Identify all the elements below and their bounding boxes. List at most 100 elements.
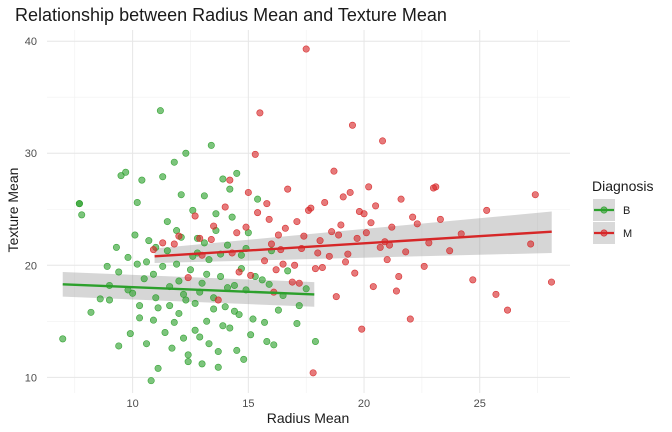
point-B: [78, 211, 86, 219]
point-B: [182, 296, 190, 304]
point-M: [263, 200, 271, 208]
point-B: [270, 341, 278, 349]
point-M: [527, 240, 535, 248]
point-M: [379, 137, 387, 145]
legend-title: Diagnosis: [592, 178, 653, 194]
point-B: [217, 272, 225, 280]
point-B: [247, 331, 255, 339]
point-M: [235, 268, 243, 276]
point-B: [163, 218, 171, 226]
x-tick-label: 15: [242, 398, 254, 410]
point-B: [145, 237, 153, 245]
point-B: [226, 185, 234, 193]
point-B: [147, 377, 155, 385]
point-B: [205, 256, 213, 264]
point-M: [547, 278, 555, 286]
x-axis-title: Radius Mean: [267, 410, 350, 426]
point-B: [230, 281, 238, 289]
point-M: [406, 315, 414, 323]
point-B: [224, 241, 232, 249]
point-M: [330, 167, 338, 175]
point-B: [149, 270, 157, 278]
point-B: [154, 304, 162, 312]
point-M: [149, 246, 157, 254]
point-B: [207, 141, 215, 149]
point-M: [358, 325, 366, 333]
point-B: [198, 279, 206, 287]
point-B: [87, 308, 95, 316]
point-B: [143, 258, 151, 266]
point-B: [237, 251, 245, 259]
point-M: [281, 224, 289, 232]
point-B: [265, 280, 273, 288]
point-M: [369, 283, 377, 291]
point-B: [240, 355, 248, 363]
point-M: [351, 269, 359, 277]
point-M: [436, 215, 444, 223]
point-M: [420, 262, 428, 270]
point-B: [219, 175, 227, 183]
point-B: [226, 324, 234, 332]
point-M: [395, 272, 403, 280]
point-B: [302, 285, 310, 293]
point-M: [335, 231, 343, 239]
point-M: [360, 210, 368, 218]
point-B: [75, 200, 83, 208]
point-M: [402, 248, 410, 256]
legend: Diagnosis BM: [592, 178, 653, 244]
legend-key-point: [600, 206, 608, 214]
point-M: [272, 266, 280, 274]
point-B: [210, 305, 218, 313]
point-B: [117, 172, 125, 180]
point-M: [311, 265, 319, 273]
point-B: [221, 303, 229, 311]
point-M: [362, 229, 370, 237]
point-M: [274, 231, 282, 239]
point-M: [316, 237, 324, 245]
point-M: [267, 240, 275, 248]
point-B: [184, 358, 192, 366]
point-M: [302, 45, 310, 53]
point-B: [186, 266, 194, 274]
data-points: [59, 45, 555, 385]
point-B: [258, 276, 266, 284]
legend-label-B: B: [623, 205, 630, 217]
point-B: [122, 168, 130, 176]
point-M: [332, 293, 340, 301]
point-B: [126, 330, 134, 338]
point-B: [233, 346, 241, 354]
legend-key-point: [600, 229, 608, 237]
point-B: [129, 289, 137, 297]
point-B: [131, 231, 139, 239]
legend-label-M: M: [623, 228, 632, 240]
point-M: [309, 369, 317, 377]
point-M: [409, 213, 417, 221]
point-M: [244, 188, 252, 196]
point-B: [235, 311, 243, 319]
point-M: [196, 234, 204, 242]
point-B: [136, 314, 144, 322]
point-B: [261, 318, 269, 326]
point-B: [175, 309, 183, 317]
chart-title: Relationship between Radius Mean and Tex…: [15, 5, 447, 25]
point-B: [159, 173, 167, 181]
point-M: [346, 188, 354, 196]
y-tick-label: 10: [25, 372, 37, 384]
point-M: [328, 228, 336, 236]
point-B: [173, 260, 181, 268]
point-B: [168, 344, 176, 352]
point-M: [293, 218, 301, 226]
point-M: [365, 183, 373, 191]
point-B: [214, 363, 222, 371]
ci-band-M: [154, 211, 552, 264]
point-M: [251, 150, 259, 158]
point-M: [191, 212, 199, 220]
point-M: [175, 232, 183, 240]
point-M: [261, 257, 269, 265]
point-B: [191, 299, 199, 307]
point-M: [265, 215, 273, 223]
point-M: [483, 206, 491, 214]
point-B: [136, 302, 144, 310]
point-B: [233, 169, 241, 177]
